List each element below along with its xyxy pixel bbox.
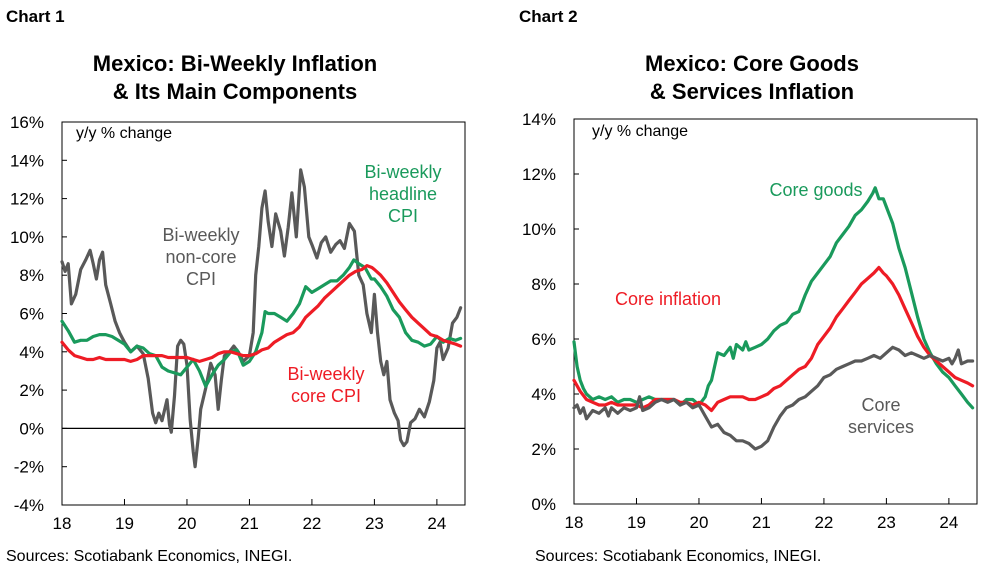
series-line-headline bbox=[60, 258, 463, 388]
x-tick-label: 19 bbox=[627, 513, 646, 532]
y-tick-label: 12% bbox=[522, 165, 556, 184]
y-tick-label: 6% bbox=[19, 305, 44, 324]
x-tick-label: 18 bbox=[565, 513, 584, 532]
x-tick-label: 22 bbox=[302, 514, 321, 533]
chart-1-label: Chart 1 bbox=[6, 7, 65, 26]
series-label-line: Bi-weekly bbox=[287, 364, 364, 384]
x-tick-label: 24 bbox=[939, 513, 958, 532]
series-label-line: CPI bbox=[186, 269, 216, 289]
y-tick-label: -4% bbox=[14, 496, 44, 515]
series-label-line: Bi-weekly bbox=[364, 162, 441, 182]
series-label-line: non-core bbox=[165, 247, 236, 267]
y-tick-label: 16% bbox=[10, 113, 44, 132]
series-label-line: core CPI bbox=[291, 386, 361, 406]
chart-2-title-line-1: Mexico: Core Goods bbox=[645, 51, 859, 76]
x-tick-label: 19 bbox=[115, 514, 134, 533]
series-label-line: services bbox=[848, 417, 914, 437]
y-tick-label: 2% bbox=[531, 440, 556, 459]
series-label-line: Bi-weekly bbox=[162, 225, 239, 245]
chart-2-label: Chart 2 bbox=[519, 7, 578, 26]
y-tick-label: 2% bbox=[19, 381, 44, 400]
x-tick-label: 21 bbox=[240, 514, 259, 533]
chart-2-panel: Chart 2 Mexico: Core Goods & Services In… bbox=[497, 0, 994, 579]
y-tick-label: 10% bbox=[10, 228, 44, 247]
y-tick-label: 4% bbox=[19, 343, 44, 362]
x-tick-label: 22 bbox=[814, 513, 833, 532]
y-axis-label: y/y % change bbox=[592, 123, 688, 140]
x-tick-label: 24 bbox=[427, 514, 446, 533]
y-tick-label: 0% bbox=[19, 419, 44, 438]
y-axis-label: y/y % change bbox=[76, 125, 172, 142]
chart-1-plot: -4% -2% 0% 2% 4% 6% 8% 10% 12% 14% 16% 18 19 20 21 22 23… bbox=[10, 113, 466, 533]
series-label-line: Core bbox=[861, 395, 900, 415]
series-line-core_services bbox=[572, 345, 975, 451]
y-tick-label: 6% bbox=[531, 330, 556, 349]
series-label-line: Core goods bbox=[769, 180, 862, 200]
chart-1-title-line-2: & Its Main Components bbox=[112, 79, 358, 104]
chart-2-plot: 0% 2% 4% 6% 8% 10% 12% 14% 18 19 20 21 22 23 24 y/y % c… bbox=[522, 110, 978, 532]
chart-2-title: Mexico: Core Goods & Services Inflation bbox=[517, 50, 987, 106]
x-tick-label: 20 bbox=[690, 513, 709, 532]
y-tick-label: 14% bbox=[10, 151, 44, 170]
series-label-line: CPI bbox=[388, 206, 418, 226]
chart-1-title-line-1: Mexico: Bi-Weekly Inflation bbox=[92, 51, 378, 76]
x-tick-label: 23 bbox=[877, 513, 896, 532]
chart-2-title-line-2: & Services Inflation bbox=[649, 79, 855, 104]
plot-frame bbox=[573, 118, 978, 505]
series-label-core_services: Core services bbox=[848, 395, 914, 437]
series-label-line: headline bbox=[369, 184, 437, 204]
chart-1-panel: Chart 1 Mexico: Bi-Weekly Inflation & It… bbox=[0, 7, 470, 565]
chart-2-source: Sources: Scotiabank Economics, INEGI. bbox=[535, 548, 822, 565]
x-tick-label: 20 bbox=[178, 514, 197, 533]
y-tick-label: 14% bbox=[522, 110, 556, 129]
y-tick-label: 4% bbox=[531, 385, 556, 404]
x-tick-label: 18 bbox=[53, 514, 72, 533]
y-tick-label: 8% bbox=[531, 275, 556, 294]
y-tick-label: 12% bbox=[10, 190, 44, 209]
series-label-core: Bi-weekly core CPI bbox=[287, 364, 364, 406]
series-label-noncore: Bi-weekly non-core CPI bbox=[162, 225, 239, 289]
series-label-line: Core inflation bbox=[615, 289, 721, 309]
y-tick-label: 10% bbox=[522, 220, 556, 239]
chart-1-title: Mexico: Bi-Weekly Inflation & Its Main C… bbox=[0, 50, 470, 106]
x-tick-label: 23 bbox=[365, 514, 384, 533]
chart-1-source: Sources: Scotiabank Economics, INEGI. bbox=[6, 548, 293, 565]
x-tick-label: 21 bbox=[752, 513, 771, 532]
y-tick-label: -2% bbox=[14, 458, 44, 477]
series-label-core: Core inflation bbox=[615, 289, 721, 309]
series-label-core_goods: Core goods bbox=[769, 180, 862, 200]
series-line-core bbox=[60, 264, 463, 363]
y-tick-label: 8% bbox=[19, 266, 44, 285]
series-label-headline: Bi-weekly headline CPI bbox=[364, 162, 441, 226]
y-tick-label: 0% bbox=[531, 495, 556, 514]
